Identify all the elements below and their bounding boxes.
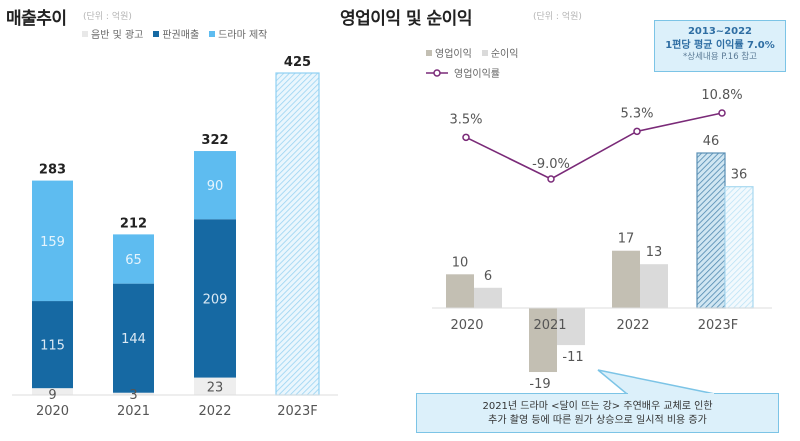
profit-legend-line: 영업이익률 — [426, 65, 500, 80]
legend-label-drama: 드라마 제작 — [218, 30, 268, 41]
profit-x-tick: 2021 — [533, 318, 566, 333]
legend-label-op-income: 영업이익 — [435, 49, 472, 60]
profit-x-tick: 2022 — [616, 318, 649, 333]
infobox-reference: *상세내용 P.16 참고 — [683, 52, 757, 62]
revenue-total-label: 212 — [120, 216, 147, 231]
op-margin-label: -9.0% — [532, 157, 570, 172]
legend-swatch-net-income — [481, 49, 488, 56]
revenue-bar-segment — [32, 180, 73, 302]
op-income-bar — [446, 274, 474, 308]
callout-line-1: 2021년 드라마 <달이 뜨는 강> 주연배우 교체로 인한 — [482, 401, 713, 412]
profit-legend-bars: 영업이익 순이익 — [426, 45, 518, 60]
revenue-bar-segment — [194, 219, 236, 378]
legend-label-op-margin: 영업이익률 — [454, 69, 500, 80]
revenue-chart-title: 매출추이 — [6, 9, 67, 29]
legend-swatch-licensing — [153, 30, 160, 37]
revenue-bar-segment — [194, 151, 236, 220]
loss-explanation-callout: 2021년 드라마 <달이 뜨는 강> 주연배우 교체로 인한 추가 촬영 등에… — [416, 393, 779, 433]
revenue-total-label: 425 — [284, 55, 311, 70]
legend-label-licensing: 판권매출 — [162, 30, 200, 41]
op-margin-line — [465, 112, 723, 180]
op-income-label: 17 — [618, 232, 635, 247]
revenue-total-label: 322 — [201, 133, 228, 148]
op-income-bar — [529, 308, 557, 373]
revenue-bar-forecast — [275, 72, 320, 396]
revenue-bar-segment — [113, 392, 154, 395]
legend-item-net-income: 순이익 — [481, 45, 519, 60]
revenue-bar-segment — [113, 234, 154, 284]
op-margin-point — [718, 109, 726, 117]
revenue-segment-label: 3 — [129, 388, 137, 403]
op-margin-point — [547, 175, 555, 183]
avg-margin-infobox: 2013~2022 1편당 평균 이익률 7.0% *상세내용 P.16 참고 — [654, 20, 786, 72]
revenue-bar-segment — [32, 388, 73, 395]
net-income-bar — [557, 308, 585, 346]
op-income-bar — [696, 152, 726, 309]
revenue-x-tick: 2020 — [36, 404, 69, 419]
revenue-segment-label: 115 — [40, 339, 65, 354]
legend-item-licensing: 판권매출 — [153, 26, 199, 41]
op-income-bar — [612, 250, 640, 308]
infobox-avg-margin: 1편당 평균 이익률 7.0% — [665, 39, 775, 51]
legend-swatch-op-income — [426, 49, 432, 56]
op-income-label: 46 — [703, 134, 720, 149]
revenue-segment-label: 9 — [48, 388, 56, 403]
legend-swatch-music-ads — [82, 30, 88, 37]
profit-chart-title: 영업이익 및 순이익 — [340, 9, 472, 29]
revenue-total-label: 283 — [39, 163, 66, 178]
infobox-period: 2013~2022 — [687, 26, 753, 37]
op-margin-point — [633, 127, 641, 136]
net-income-label: 36 — [731, 168, 748, 183]
revenue-x-tick: 2022 — [198, 404, 231, 419]
revenue-segment-label: 159 — [40, 235, 65, 250]
revenue-unit-label: (단위 : 억원) — [83, 12, 132, 22]
net-income-bar — [474, 287, 502, 308]
op-income-label: 10 — [452, 255, 469, 270]
revenue-x-tick: 2023F — [277, 404, 318, 419]
op-income-label: -19 — [529, 377, 550, 392]
line-marker-icon — [426, 68, 448, 77]
net-income-label: 13 — [646, 245, 663, 260]
legend-item-music-ads: 음반 및 광고 — [82, 26, 143, 41]
op-margin-label: 5.3% — [620, 106, 653, 121]
op-margin-point — [462, 133, 470, 142]
legend-label-music-ads: 음반 및 광고 — [91, 30, 144, 41]
revenue-bar-segment — [32, 301, 73, 389]
net-income-label: -11 — [562, 350, 583, 365]
revenue-segment-label: 23 — [207, 380, 224, 395]
revenue-stacked-bar-chart: 9 115 159 283 2020 3 144 65 212 2021 23 209 90 322 202… — [12, 55, 338, 419]
profit-x-tick: 2020 — [450, 318, 483, 333]
legend-item-drama: 드라마 제작 — [209, 26, 267, 41]
op-margin-label: 3.5% — [449, 112, 482, 127]
revenue-bar-segment — [194, 377, 236, 395]
callout-seam — [628, 393, 714, 395]
legend-label-net-income: 순이익 — [490, 49, 519, 60]
net-income-bar — [640, 264, 668, 308]
legend-item-op-margin: 영업이익률 — [426, 65, 500, 80]
profit-unit-label: (단위 : 억원) — [533, 12, 582, 22]
revenue-bar-segment — [113, 283, 154, 393]
net-income-bar — [724, 186, 754, 309]
profit-x-tick: 2023F — [698, 318, 739, 333]
callout-pointer — [597, 369, 716, 395]
revenue-x-tick: 2021 — [117, 404, 150, 419]
legend-swatch-drama — [209, 30, 216, 37]
op-margin-label: 10.8% — [701, 88, 742, 103]
revenue-segment-label: 90 — [207, 179, 224, 194]
revenue-segment-label: 65 — [125, 253, 142, 268]
revenue-segment-label: 144 — [121, 332, 146, 347]
legend-item-op-income: 영업이익 — [426, 45, 472, 60]
callout-line-2: 추가 촬영 등에 따른 원가 상승으로 일시적 비용 증가 — [488, 414, 707, 426]
revenue-segment-label: 209 — [203, 292, 228, 307]
net-income-label: 6 — [484, 269, 492, 284]
revenue-legend: 음반 및 광고 판권매출 드라마 제작 — [82, 26, 267, 41]
